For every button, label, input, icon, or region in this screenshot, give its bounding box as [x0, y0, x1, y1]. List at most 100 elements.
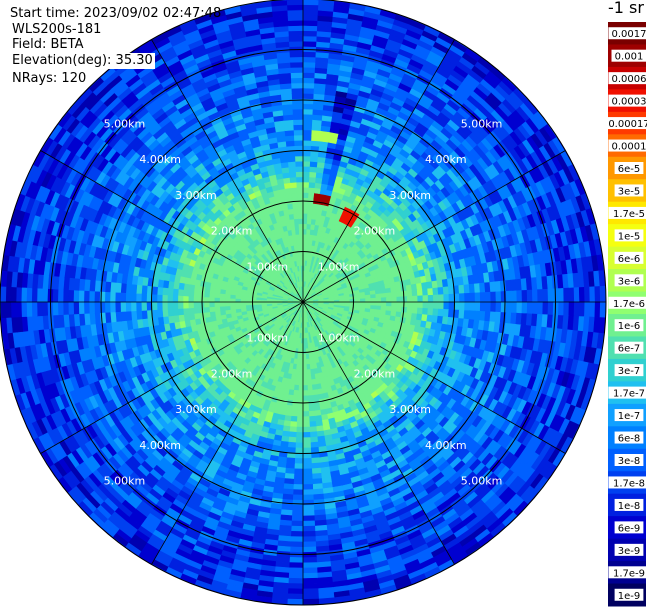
heatmap-cell	[308, 405, 315, 412]
heatmap-cell	[583, 174, 596, 193]
heatmap-cell	[302, 541, 317, 548]
heatmap-cell	[310, 155, 319, 163]
heatmap-cell	[490, 291, 497, 303]
heatmap-cell	[485, 301, 492, 313]
heatmap-cell	[302, 14, 319, 21]
heatmap-cell	[302, 197, 309, 204]
heatmap-cell	[578, 286, 586, 303]
heatmap-cell	[293, 478, 304, 485]
heatmap-cell	[296, 411, 304, 418]
heatmap-cell	[417, 295, 424, 303]
heatmap-cell	[290, 410, 298, 417]
heatmap-cell	[469, 301, 476, 312]
heatmap-cell	[287, 436, 297, 444]
heatmap-cell	[308, 181, 316, 189]
heatmap-cell	[427, 308, 434, 316]
heatmap-cell	[443, 294, 450, 303]
heatmap-cell	[427, 301, 434, 310]
heatmap-cell	[308, 421, 317, 428]
heatmap-cell	[294, 447, 304, 454]
heatmap-cell	[292, 395, 299, 402]
heatmap-cell	[391, 296, 398, 303]
heatmap-cell	[396, 301, 403, 308]
heatmap-cell	[302, 98, 315, 105]
heatmap-cell	[600, 220, 606, 239]
heatmap-cell	[448, 301, 455, 311]
heatmap-cell	[291, 504, 304, 512]
heatmap-cell	[302, 4, 319, 11]
heatmap-cell	[302, 442, 311, 449]
heatmap-cell	[516, 301, 523, 314]
heatmap-cell	[302, 431, 311, 439]
heatmap-cell	[458, 301, 466, 311]
heatmap-cell	[427, 575, 446, 589]
heatmap-cell	[542, 288, 549, 303]
heatmap-cell	[221, 599, 240, 605]
heatmap-cell	[298, 374, 304, 381]
heatmap-cell	[287, 577, 304, 585]
heatmap-cell	[302, 400, 309, 407]
heatmap-cell	[31, 455, 46, 473]
heatmap-cell	[563, 287, 570, 303]
heatmap-cell	[305, 363, 311, 371]
heatmap-cell	[302, 113, 314, 120]
heatmap-cell	[521, 289, 528, 303]
heatmap-cell	[302, 379, 308, 386]
heatmap-cell	[287, 441, 296, 449]
heatmap-cell	[290, 525, 304, 532]
heatmap-cell	[311, 389, 319, 396]
heatmap-cell	[595, 381, 606, 400]
heatmap-cell	[366, 0, 385, 5]
heatmap-cell	[479, 301, 486, 312]
heatmap-cell	[485, 291, 492, 303]
heatmap-cell	[511, 301, 518, 314]
heatmap-cell	[438, 294, 445, 303]
heatmap-cell	[474, 301, 481, 312]
heatmap-cell	[438, 301, 445, 310]
heatmap-cell	[406, 290, 413, 297]
heatmap-cell	[302, 416, 310, 423]
heatmap-cell	[427, 294, 434, 303]
heatmap-cell	[309, 436, 319, 444]
heatmap-cell	[521, 301, 528, 315]
heatmap-cell	[417, 301, 424, 309]
heatmap-cell	[302, 171, 311, 178]
heatmap-cell	[396, 291, 403, 298]
heatmap-cell	[308, 415, 316, 423]
heatmap-cell	[302, 588, 319, 595]
heatmap-cell	[516, 290, 523, 303]
heatmap-cell	[385, 292, 392, 298]
heatmap-cell	[589, 301, 596, 318]
heatmap-cell	[302, 223, 308, 230]
heatmap-cell	[296, 416, 304, 423]
heatmap-cell	[390, 291, 398, 298]
heatmap-cell	[306, 369, 311, 376]
heatmap-cell	[307, 202, 314, 209]
heatmap-cell	[302, 572, 318, 579]
heatmap-cell	[291, 510, 304, 517]
heatmap-cell	[298, 385, 304, 392]
heatmap-cell	[302, 530, 316, 538]
heatmap-cell	[560, 131, 575, 149]
heatmap-cell	[576, 159, 590, 178]
heatmap-cell	[302, 556, 318, 564]
heatmap-cell	[289, 541, 304, 548]
heatmap-cell	[490, 301, 497, 313]
heatmap-cell	[500, 290, 507, 303]
heatmap-cell	[505, 290, 513, 303]
heatmap-cell	[437, 308, 445, 318]
heatmap-cell	[302, 426, 311, 433]
heatmap-cell	[302, 82, 315, 89]
heatmap-cell	[302, 108, 314, 115]
heatmap-cell	[295, 426, 304, 433]
heatmap-cell	[584, 286, 591, 303]
heatmap-cell	[302, 56, 317, 63]
heatmap-cell	[310, 446, 320, 454]
heatmap-cell	[302, 160, 311, 167]
heatmap-cell	[288, 562, 304, 569]
heatmap-cell	[458, 309, 465, 320]
heatmap-cell	[380, 301, 387, 307]
heatmap-cell	[302, 577, 319, 585]
heatmap-cell	[302, 92, 315, 100]
heatmap-cell	[145, 568, 164, 582]
